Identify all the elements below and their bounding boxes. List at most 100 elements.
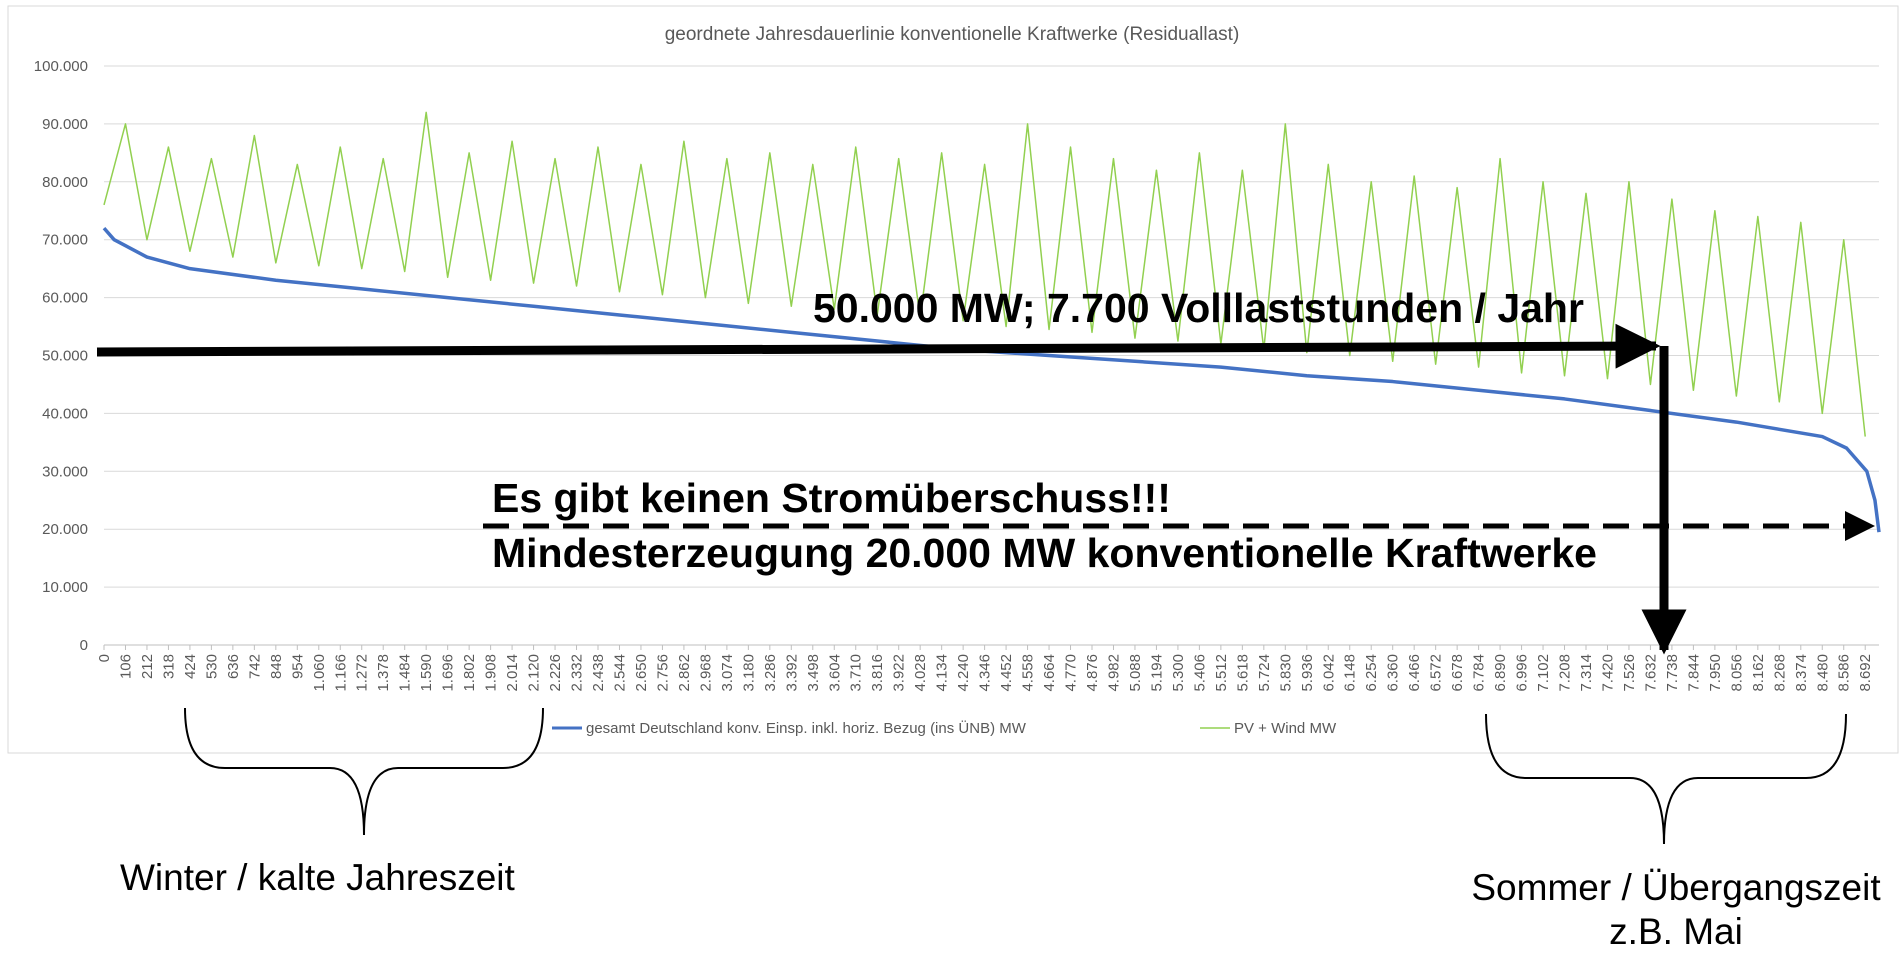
x-tick-label: 2.332 [569,654,586,692]
x-tick-label: 5.406 [1191,654,1208,692]
x-tick-label: 2.544 [611,654,628,692]
x-tick-label: 7.632 [1642,654,1659,692]
y-tick-label: 90.000 [42,116,88,133]
x-tick-label: 5.830 [1277,654,1294,692]
x-tick-label: 4.876 [1084,654,1101,692]
x-tick-label: 2.650 [633,654,650,692]
annotation: Winter / kalte Jahreszeit [120,857,516,898]
x-tick-label: 3.392 [783,654,800,692]
x-tick-label: 106 [117,654,134,679]
x-tick-label: 6.148 [1342,654,1359,692]
x-tick-label: 5.194 [1148,654,1165,692]
x-tick-label: 4.982 [1105,654,1122,692]
x-tick-label: 5.936 [1299,654,1316,692]
x-tick-label: 1.908 [483,654,500,692]
x-tick-label: 7.738 [1664,654,1681,692]
x-tick-label: 848 [268,654,285,679]
x-tick-label: 6.890 [1492,654,1509,692]
x-tick-label: 1.378 [375,654,392,692]
x-tick-label: 6.042 [1320,654,1337,692]
x-tick-label: 4.664 [1041,654,1058,692]
x-tick-label: 2.756 [654,654,671,692]
annotation: Sommer / Übergangszeit [1471,867,1881,908]
x-tick-label: 1.590 [418,654,435,692]
x-tick-label: 2.226 [547,654,564,692]
x-tick-label: 4.558 [1020,654,1037,692]
x-tick-label: 1.166 [332,654,349,692]
annotation: 50.000 MW; 7.700 Volllaststunden / Jahr [813,285,1584,331]
x-tick-label: 7.526 [1621,654,1638,692]
y-tick-label: 70.000 [42,232,88,249]
x-tick-label: 212 [139,654,156,679]
x-tick-label: 3.498 [805,654,822,692]
x-tick-label: 2.862 [676,654,693,692]
chart-title: geordnete Jahresdauerlinie konventionell… [665,24,1240,45]
x-tick-label: 4.346 [977,654,994,692]
x-tick-label: 1.696 [440,654,457,692]
x-tick-label: 8.162 [1750,654,1767,692]
x-tick-label: 3.816 [869,654,886,692]
x-tick-label: 7.950 [1707,654,1724,692]
x-tick-label: 5.088 [1127,654,1144,692]
annotation: z.B. Mai [1609,911,1743,952]
x-tick-label: 2.438 [590,654,607,692]
y-tick-label: 80.000 [42,174,88,191]
x-tick-label: 8.586 [1836,654,1853,692]
x-tick-label: 4.240 [955,654,972,692]
x-tick-label: 8.268 [1771,654,1788,692]
plot-area: 0 10.000 20.000 30.000 40.000 50.000 60.000 70.… [34,58,1881,737]
x-tick-label: 4.028 [912,654,929,692]
x-tick-label: 2.968 [697,654,714,692]
legend-label: gesamt Deutschland konv. Einsp. inkl. ho… [586,719,1027,737]
x-tick-label: 318 [160,654,177,679]
x-tick-label: 4.770 [1063,654,1080,692]
y-tick-label: 0 [80,637,88,654]
y-tick-label: 60.000 [42,290,88,307]
x-tick-label: 7.208 [1557,654,1574,692]
x-tick-label: 3.074 [719,654,736,692]
x-tick-label: 1.484 [397,654,414,692]
x-tick-label: 2.014 [504,654,521,692]
x-tick-label: 636 [225,654,242,679]
brace-summer [1485,713,1847,845]
x-tick-label: 3.286 [762,654,779,692]
y-tick-label: 20.000 [42,521,88,538]
x-tick-label: 954 [289,654,306,679]
annotation: Mindesterzeugung 20.000 MW konventionell… [492,530,1597,576]
x-tick-label: 1.272 [354,654,371,692]
x-tick-label: 7.102 [1535,654,1552,692]
x-tick-label: 1.802 [461,654,478,692]
x-tick-label: 5.724 [1256,654,1273,692]
x-tick-label: 6.254 [1363,654,1380,692]
x-tick-label: 7.844 [1685,654,1702,692]
legend-label: PV + Wind MW [1234,720,1337,737]
x-tick-label: 6.572 [1428,654,1445,692]
y-tick-label: 100.000 [34,58,88,75]
x-tick-label: 4.452 [998,654,1015,692]
x-tick-label: 742 [246,654,263,679]
brace-winter [184,707,544,836]
x-tick-label: 424 [182,654,199,679]
x-tick-label: 3.180 [740,654,757,692]
x-tick-label: 8.056 [1728,654,1745,692]
y-tick-label: 10.000 [42,579,88,596]
x-tick-label: 3.604 [826,654,843,692]
x-tick-label: 3.710 [848,654,865,692]
x-tick-label: 1.060 [311,654,328,692]
annotation: Es gibt keinen Stromüberschuss!!! [492,475,1171,521]
annotation-arrows [96,323,1875,845]
x-tick-label: 8.692 [1857,654,1874,692]
y-tick-label: 30.000 [42,463,88,480]
series-line [103,111,1866,437]
x-tick-label: 6.996 [1514,654,1531,692]
x-tick-label: 4.134 [934,654,951,692]
x-tick-label: 5.300 [1170,654,1187,692]
x-tick-label: 6.466 [1406,654,1423,692]
x-tick-label: 8.480 [1814,654,1831,692]
series-line [102,226,1881,533]
x-tick-label: 8.374 [1793,654,1810,692]
arrow-50000 [96,323,1661,369]
x-tick-label: 6.784 [1471,654,1488,692]
